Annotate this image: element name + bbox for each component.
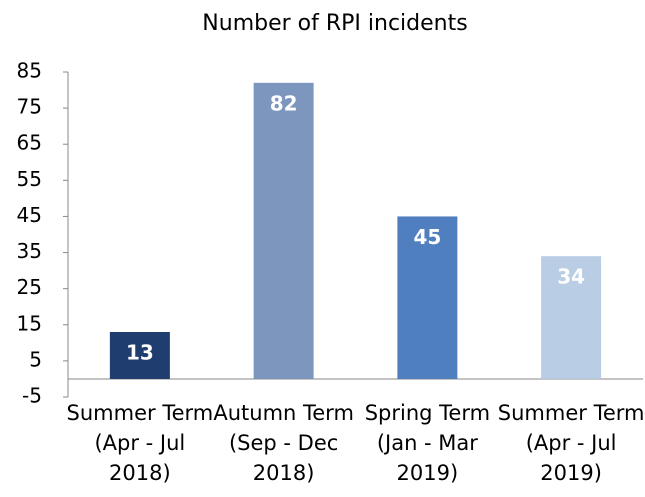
y-tick-label: 25 xyxy=(17,275,42,299)
bar xyxy=(109,332,170,379)
y-tick-label: 85 xyxy=(17,59,42,83)
y-tick-label: 5 xyxy=(29,347,42,371)
y-tick-label: 75 xyxy=(17,95,42,119)
y-tick-label: 15 xyxy=(17,311,42,335)
chart-title: Number of RPI incidents xyxy=(202,11,467,36)
x-tick-label: Summer Term (Apr - Jul 2019) xyxy=(497,401,645,485)
data-label: 34 xyxy=(557,265,585,289)
y-tick-label: -5 xyxy=(22,384,42,408)
y-tick-label: 45 xyxy=(17,203,42,227)
y-tick-label: 65 xyxy=(17,131,42,155)
data-label: 45 xyxy=(413,225,441,249)
bar xyxy=(253,82,314,379)
y-tick-label: 55 xyxy=(17,167,42,191)
x-tick-label: Autumn Term (Sep - Dec 2018) xyxy=(213,401,354,485)
x-tick-label: Spring Term (Jan - Mar 2019) xyxy=(364,401,491,485)
bar xyxy=(397,216,458,379)
data-label: 13 xyxy=(126,341,154,365)
data-label: 82 xyxy=(270,91,298,115)
x-tick-label: Summer Term (Apr - Jul 2018) xyxy=(66,401,214,485)
bar xyxy=(541,256,602,379)
y-tick-label: 35 xyxy=(17,239,42,263)
